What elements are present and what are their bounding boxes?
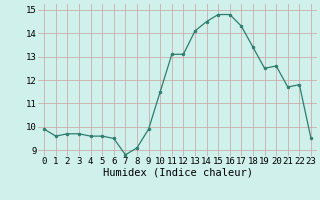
X-axis label: Humidex (Indice chaleur): Humidex (Indice chaleur)	[103, 168, 252, 178]
